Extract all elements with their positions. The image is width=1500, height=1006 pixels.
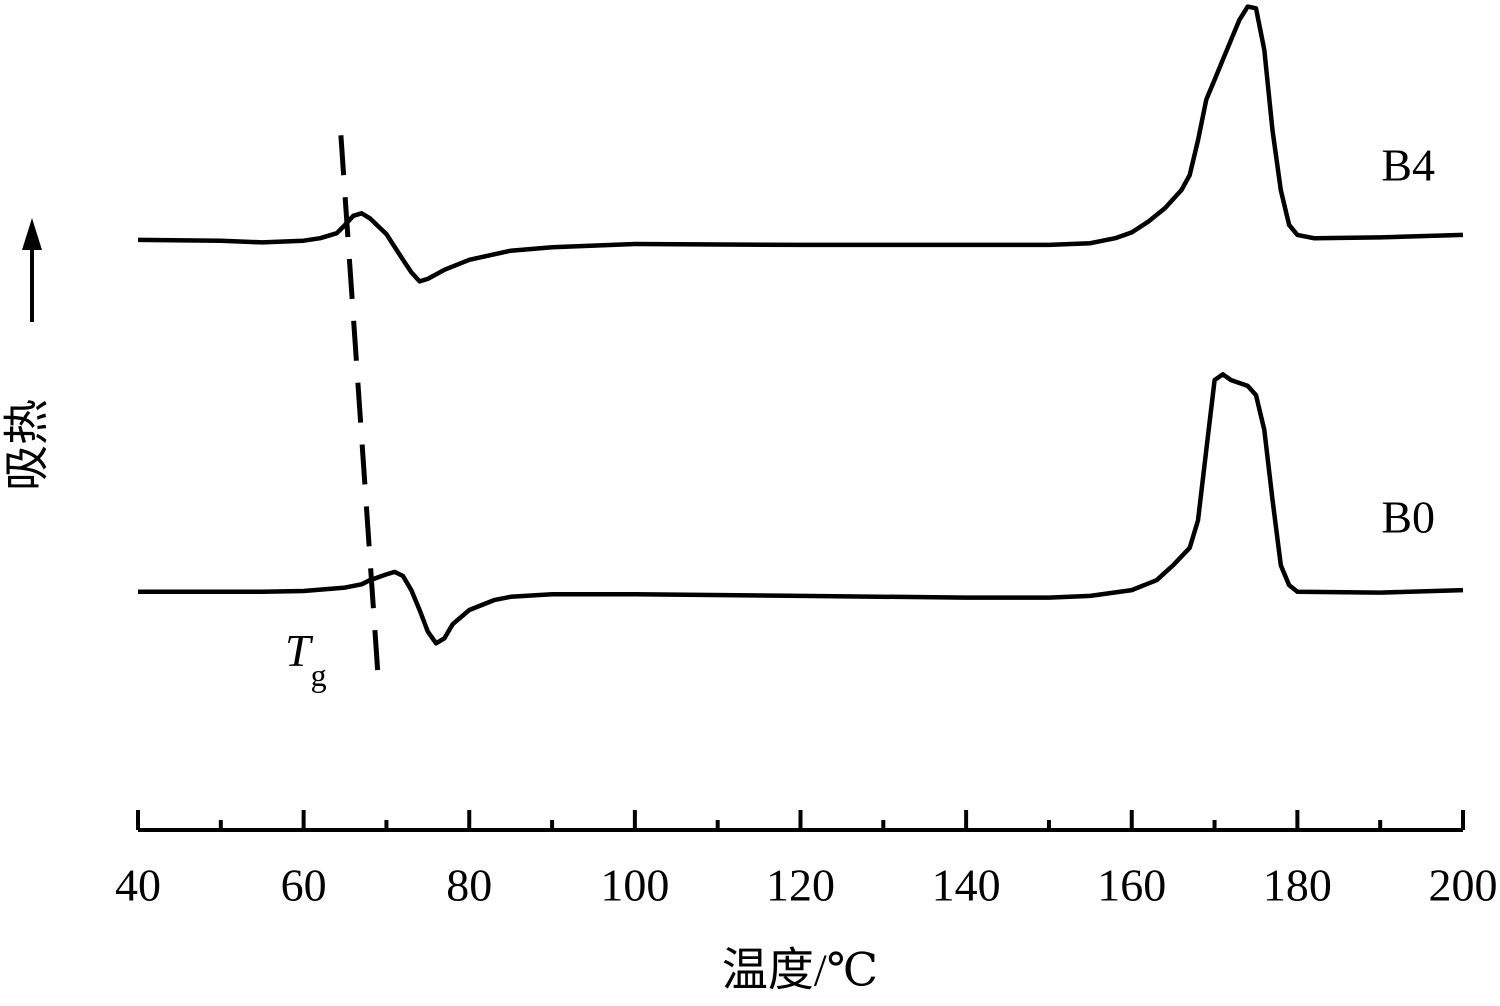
tg-label: Tg [285,625,327,694]
x-tick-label: 80 [446,860,492,911]
x-tick-label: 160 [1097,860,1166,911]
x-tick-label: 120 [766,860,835,911]
x-tick-label: 40 [115,860,161,911]
y-axis-label-group: 吸热 [2,218,53,491]
x-tick-label: 60 [281,860,327,911]
series-label: B0 [1381,491,1435,542]
y-axis-label: 吸热 [2,399,53,491]
x-axis-label: 温度/℃ [722,945,878,996]
x-tick-label: 200 [1429,860,1498,911]
y-arrow-head [22,218,42,250]
series-label: B4 [1381,139,1435,190]
x-tick-label: 100 [600,860,669,911]
series-line [137,4,1464,284]
series-line [138,372,1464,646]
tg-label-sub: g [311,657,327,693]
tg-line [338,135,382,690]
x-tick-label: 140 [932,860,1001,911]
tg-label-main: T [285,625,314,676]
x-tick-label: 180 [1263,860,1332,911]
